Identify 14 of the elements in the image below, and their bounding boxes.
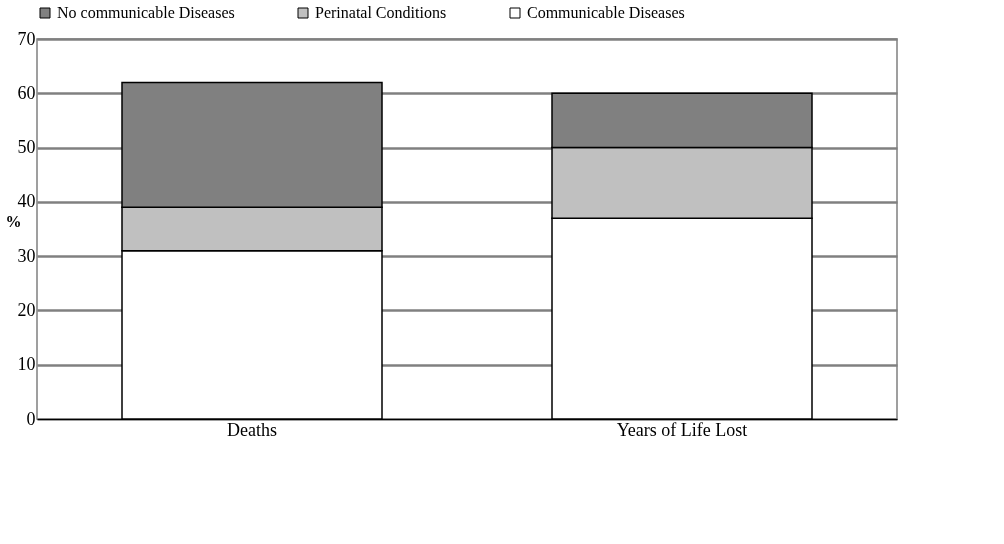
y-tick-label: 50 [17, 137, 36, 158]
y-tick-label: 0 [26, 408, 36, 429]
x-tick-label: Deaths [227, 419, 277, 440]
legend-label: Perinatal Conditions [315, 4, 447, 21]
y-axis-title: % [5, 212, 22, 230]
y-tick-label: 20 [17, 299, 36, 320]
y-tick-label: 10 [17, 354, 36, 375]
legend-label: No communicable Diseases [57, 4, 235, 21]
y-tick-label: 70 [17, 28, 36, 49]
y-tick-label: 40 [17, 191, 36, 212]
legend-label: Communicable Diseases [527, 4, 685, 21]
x-tick-label: Years of Life Lost [616, 419, 748, 440]
y-tick-label: 30 [17, 245, 36, 266]
y-tick-label: 60 [17, 82, 36, 103]
